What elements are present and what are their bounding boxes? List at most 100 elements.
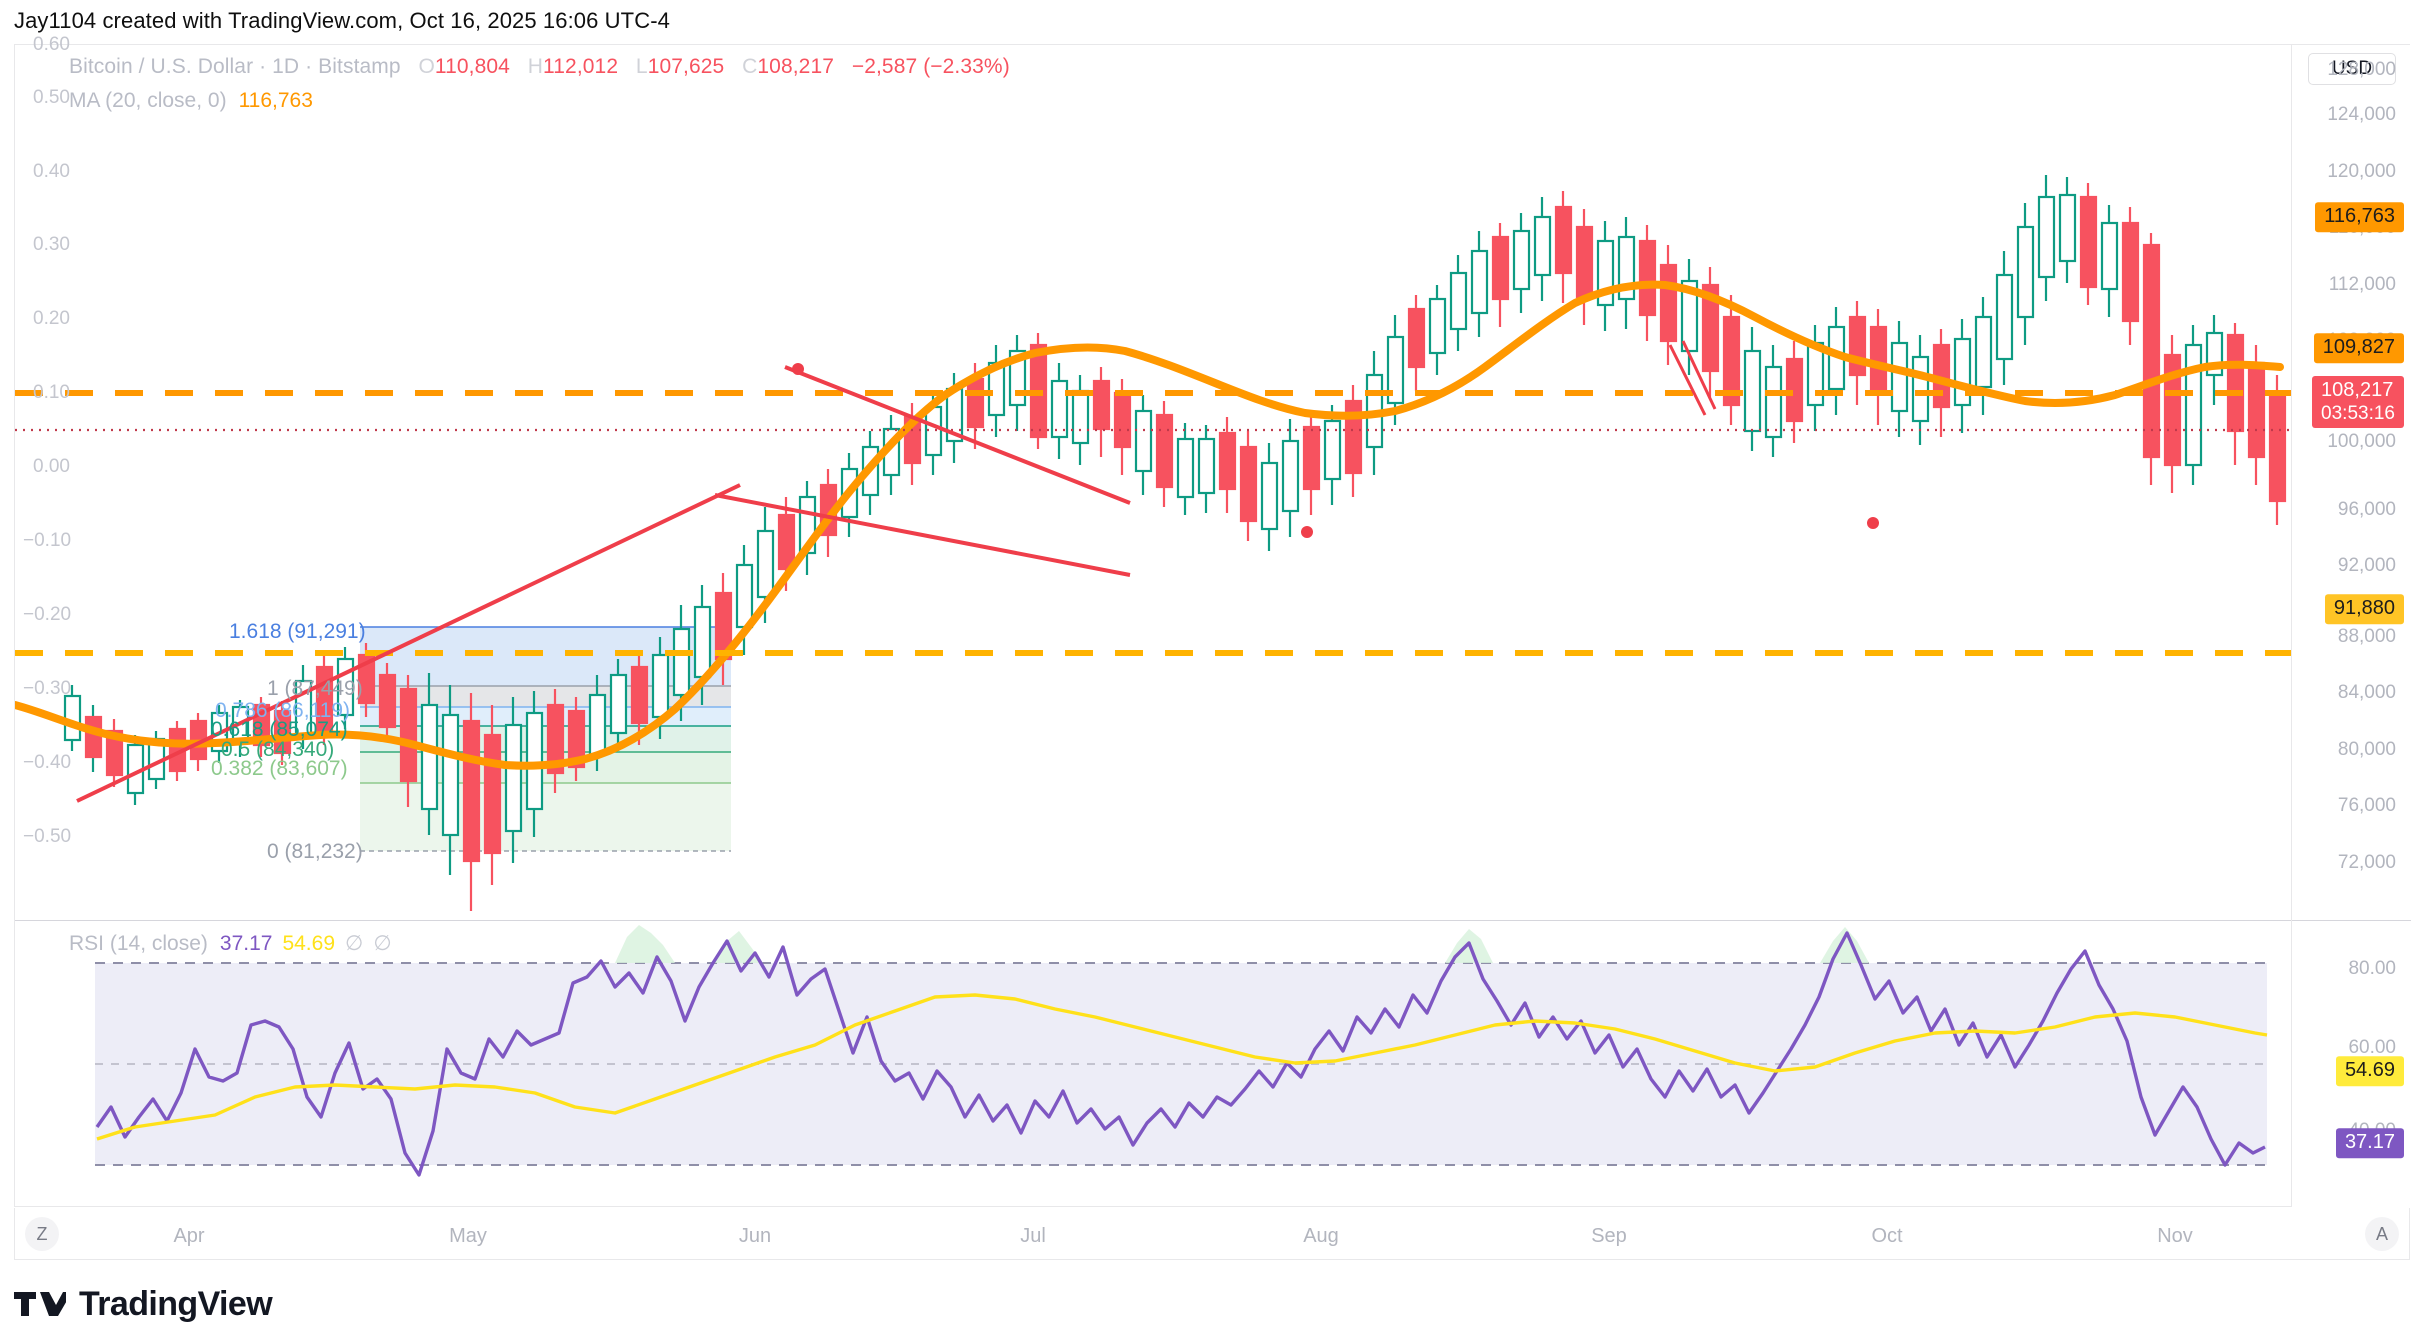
legend-low-value: 107,625 xyxy=(647,55,725,78)
time-label: Sep xyxy=(1591,1225,1627,1247)
marker-dot-1 xyxy=(792,363,804,375)
ma-price-badge[interactable]: 116,763 xyxy=(2315,202,2404,232)
scroll-to-realtime-button[interactable]: A xyxy=(2365,1217,2399,1251)
price-chart-svg xyxy=(15,175,2291,911)
pct-tick: 0.40 xyxy=(33,161,70,182)
rsi-line xyxy=(95,931,2266,1177)
time-label: Aug xyxy=(1303,1225,1339,1247)
ma-20-line xyxy=(15,280,2284,770)
price-tick: 124,000 xyxy=(2327,104,2396,125)
rsi-value-badge[interactable]: 37.17 xyxy=(2335,1128,2404,1158)
price-tick: 112,000 xyxy=(2328,274,2396,295)
ma-legend-value: 116,763 xyxy=(238,89,313,112)
price-tick: 72,000 xyxy=(2337,852,2396,873)
legend-open-value: 110,804 xyxy=(434,55,510,78)
price-axis[interactable]: USD 128,000 124,000 120,000 116,000 112,… xyxy=(2291,45,2411,1207)
pct-tick: 0.00 xyxy=(33,456,70,477)
bar-countdown: 03:53:16 xyxy=(2321,402,2395,424)
fib-label-0382: 0.382 (83,607) xyxy=(211,757,348,780)
marker-dot-2 xyxy=(1301,526,1313,538)
price-legend[interactable]: Bitcoin / U.S. Dollar · 1D · Bitstamp O1… xyxy=(69,55,1010,79)
legend-change: −2,587 (−2.33%) xyxy=(851,55,1010,78)
footer-logo[interactable]: TradingView xyxy=(14,1285,273,1324)
rsi-ma-badge[interactable]: 54.69 xyxy=(2335,1056,2404,1086)
trendline-small-b xyxy=(1681,340,1717,410)
tradingview-logo-icon xyxy=(14,1291,66,1316)
price-tick: 100,000 xyxy=(2327,431,2396,452)
price-tick: 80,000 xyxy=(2337,739,2396,760)
axis-separator xyxy=(2292,920,2411,921)
time-label: Jul xyxy=(1020,1225,1046,1247)
price-tick: 120,000 xyxy=(2327,161,2396,182)
pct-tick: −0.20 xyxy=(23,604,72,625)
rsi-legend-value: 37.17 xyxy=(219,932,273,955)
fib-price-badge[interactable]: 91,880 xyxy=(2324,594,2404,624)
fib-label-0: 0 (81,232) xyxy=(267,840,363,863)
rsi-ma-legend-value: 54.69 xyxy=(282,932,336,955)
fib-label-1618: 1.618 (91,291) xyxy=(229,620,366,643)
pct-tick: 0.30 xyxy=(33,234,70,255)
fib-label-0786: 0.786 (86,119) xyxy=(215,699,351,722)
legend-exchange: Bitstamp xyxy=(318,55,401,78)
price-tick: 96,000 xyxy=(2337,499,2396,520)
legend-interval: 1D xyxy=(272,55,300,78)
legend-low-label: L xyxy=(635,55,648,78)
pane-separator[interactable] xyxy=(15,920,2291,921)
trendline-upper xyxy=(784,365,1131,505)
trendline-small-a xyxy=(1668,344,1707,416)
fib-label-1: 1 (87,449) xyxy=(267,677,363,700)
resistance-price-badge[interactable]: 109,827 xyxy=(2313,333,2404,363)
price-pane[interactable]: Bitcoin / U.S. Dollar · 1D · Bitstamp O1… xyxy=(15,45,2291,920)
rsi-chart-svg xyxy=(95,925,2268,1177)
pct-tick: 0.60 xyxy=(33,34,70,55)
scroll-to-start-button[interactable]: Z xyxy=(25,1217,59,1251)
rsi-nil-icon-1: ∅ xyxy=(345,932,364,955)
rsi-legend[interactable]: RSI (14, close) 37.17 54.69 ∅ ∅ xyxy=(69,931,392,956)
price-tick: 128,000 xyxy=(2327,59,2396,80)
pct-tick: 0.50 xyxy=(33,87,70,108)
currency-chip[interactable]: USD xyxy=(2308,53,2396,85)
price-tick: 76,000 xyxy=(2337,795,2396,816)
legend-close-value: 108,217 xyxy=(757,55,835,78)
time-label: Nov xyxy=(2157,1225,2193,1247)
legend-high-label: H xyxy=(527,55,544,78)
pct-tick: −0.10 xyxy=(23,530,72,551)
trendline-lower xyxy=(714,493,1131,577)
ma-legend-label: MA (20, close, 0) xyxy=(69,89,227,112)
pct-tick: 0.10 xyxy=(33,382,70,403)
time-label: May xyxy=(449,1225,487,1247)
legend-close-label: C xyxy=(742,55,758,78)
pct-tick: −0.50 xyxy=(23,826,72,847)
rsi-pane[interactable]: RSI (14, close) 37.17 54.69 ∅ ∅ xyxy=(15,921,2291,1207)
chart-frame: Bitcoin / U.S. Dollar · 1D · Bitstamp O1… xyxy=(14,34,2411,1207)
legend-high-value: 112,012 xyxy=(543,55,619,78)
time-label: Apr xyxy=(173,1225,205,1247)
rsi-ma-line xyxy=(96,993,2268,1141)
fib-label-0618: 0.618 (85,074) xyxy=(211,718,348,741)
rsi-legend-label: RSI (14, close) xyxy=(69,932,208,955)
time-label: Jun xyxy=(738,1225,772,1247)
legend-sep-2: · xyxy=(299,55,319,78)
fib-label-05: 0.5 (84,340) xyxy=(221,738,335,761)
rsi-nil-icon-2: ∅ xyxy=(373,932,392,955)
price-tick: 84,000 xyxy=(2337,682,2396,703)
last-price-value: 108,217 xyxy=(2321,379,2394,401)
pct-tick: −0.30 xyxy=(23,678,72,699)
time-axis[interactable]: Z Apr May Jun Jul Aug Sep Oct Nov A xyxy=(14,1208,2410,1260)
ma-legend[interactable]: MA (20, close, 0) 116,763 xyxy=(69,89,313,113)
last-price-badge[interactable]: 108,217 03:53:16 xyxy=(2312,376,2404,428)
pct-tick: 0.20 xyxy=(33,308,70,329)
trendline-ascending xyxy=(76,483,741,803)
tradingview-logo-text: TradingView xyxy=(79,1285,273,1323)
legend-sep-1: · xyxy=(253,55,273,78)
price-tick: 88,000 xyxy=(2337,626,2396,647)
rsi-tick: 60.00 xyxy=(2348,1037,2396,1058)
time-label: Oct xyxy=(1871,1225,1903,1247)
rsi-tick: 80.00 xyxy=(2348,958,2396,979)
price-tick: 92,000 xyxy=(2337,555,2396,576)
candlesticks xyxy=(63,175,2287,911)
marker-dot-3 xyxy=(1867,517,1879,529)
attribution-text: Jay1104 created with TradingView.com, Oc… xyxy=(14,8,670,33)
legend-open-label: O xyxy=(418,55,435,78)
